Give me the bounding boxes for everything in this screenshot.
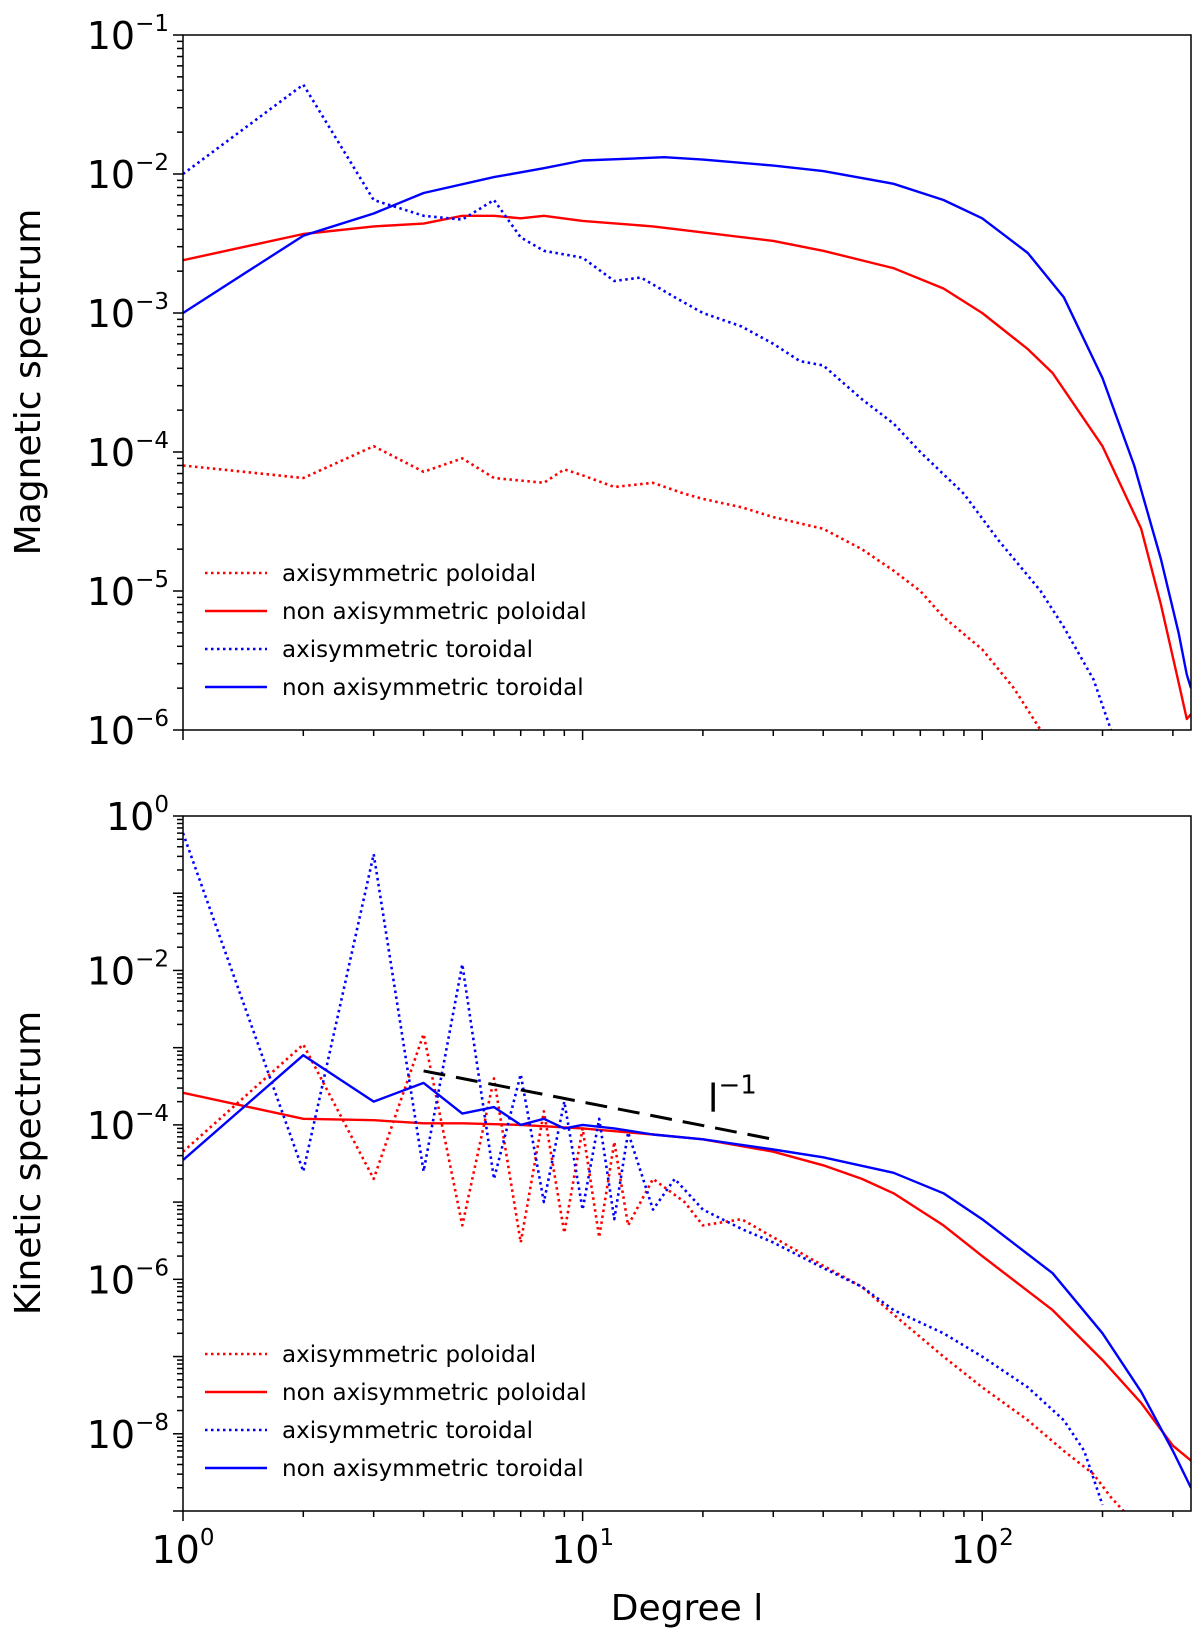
slope-label: l−1 <box>708 1071 757 1121</box>
y-tick-label: 10−3 <box>87 289 169 336</box>
legend-entry-label: non axisymmetric toroidal <box>282 1456 584 1482</box>
y-tick-label: 10−5 <box>87 567 169 614</box>
legend-entry-label: axisymmetric toroidal <box>282 637 533 663</box>
slope-annotation: l−1 <box>423 1069 774 1141</box>
legend-entry-label: axisymmetric toroidal <box>282 1418 533 1444</box>
x-tick-label: 100 <box>152 1525 215 1572</box>
series-line-non-axisymmetric-toroidal <box>183 156 1191 689</box>
magnetic-y-axis-label: Magnetic spectrum <box>8 209 49 556</box>
y-tick-label: 10−6 <box>87 1255 169 1302</box>
kinetic-legend: axisymmetric poloidal non axisymmetric po… <box>205 1342 587 1482</box>
magnetic-legend: axisymmetric poloidal non axisymmetric po… <box>205 561 587 701</box>
x-tick-label: 101 <box>551 1525 614 1572</box>
magnetic-spectrum-panel: 10−6 10−5 10−4 10−3 10−2 10−1 Magnetic spectr… <box>8 11 1192 753</box>
series-line-axisymmetric-toroidal <box>183 832 1104 1506</box>
y-tick-label: 10−4 <box>87 428 169 475</box>
kinetic-plot-frame <box>182 815 1192 1512</box>
y-tick-label: 100 <box>106 792 169 839</box>
legend-entry-label: axisymmetric poloidal <box>282 561 536 587</box>
kinetic-spectrum-panel: 10−8 10−6 10−4 10−2 100 100 101 102 l−1 Kinetic… <box>8 792 1192 1629</box>
y-tick-label: 10−2 <box>87 946 169 993</box>
kinetic-y-axis-label: Kinetic spectrum <box>8 1011 49 1315</box>
y-tick-label: 10−1 <box>87 11 169 58</box>
legend-entry-label: non axisymmetric toroidal <box>282 675 584 701</box>
series-line-non-axisymmetric-poloidal <box>183 214 1191 721</box>
y-tick-label: 10−8 <box>87 1410 169 1457</box>
x-axis-label: Degree l <box>611 1588 763 1629</box>
x-tick-label: 102 <box>951 1525 1014 1572</box>
y-tick-label: 10−6 <box>87 706 169 753</box>
series-line-non-axisymmetric-poloidal <box>183 1091 1191 1462</box>
slope-reference-line <box>423 1069 774 1141</box>
magnetic-plot-frame <box>182 34 1192 731</box>
legend-entry-label: non axisymmetric poloidal <box>282 1380 587 1406</box>
legend-entry-label: non axisymmetric poloidal <box>282 599 587 625</box>
y-tick-label: 10−2 <box>87 150 169 197</box>
legend-entry-label: axisymmetric poloidal <box>282 1342 536 1368</box>
series-line-non-axisymmetric-toroidal <box>183 1054 1191 1489</box>
y-tick-label: 10−4 <box>87 1101 169 1148</box>
